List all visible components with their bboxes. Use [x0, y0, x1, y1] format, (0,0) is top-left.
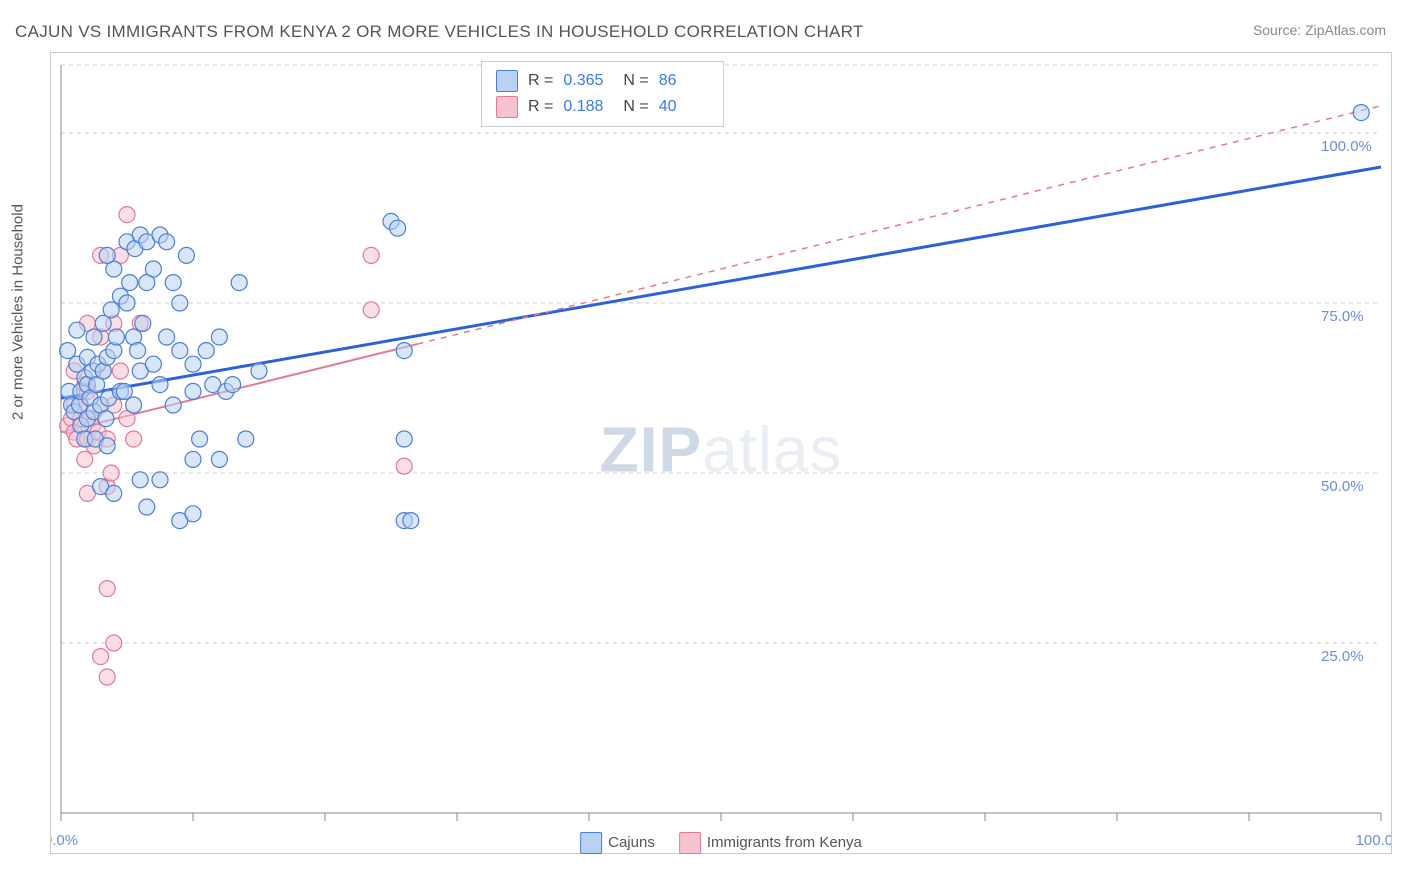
svg-text:100.0%: 100.0%	[1321, 138, 1372, 155]
chart-container: ZIPatlas 25.0%50.0%75.0%100.0%0.0%100.0%…	[50, 52, 1392, 854]
stats-r-label: R =	[528, 98, 553, 116]
stats-row: R = 0.188 N = 40	[496, 94, 709, 120]
stats-n-label: N =	[623, 72, 648, 90]
y-axis-label: 2 or more Vehicles in Household	[10, 204, 27, 420]
svg-text:75.0%: 75.0%	[1321, 308, 1364, 325]
svg-text:25.0%: 25.0%	[1321, 648, 1364, 665]
stats-n-value: 40	[659, 98, 709, 116]
source-name: ZipAtlas.com	[1305, 22, 1386, 38]
svg-text:0.0%: 0.0%	[51, 832, 78, 849]
chart-title: CAJUN VS IMMIGRANTS FROM KENYA 2 OR MORE…	[15, 22, 864, 42]
legend-swatch	[679, 832, 701, 854]
svg-text:50.0%: 50.0%	[1321, 478, 1364, 495]
legend-label: Immigrants from Kenya	[707, 834, 862, 851]
legend-label: Cajuns	[608, 834, 655, 851]
stats-row: R = 0.365 N = 86	[496, 68, 709, 94]
stats-n-value: 86	[659, 72, 709, 90]
series-legend: Cajuns Immigrants from Kenya	[580, 832, 862, 854]
stats-n-label: N =	[623, 98, 648, 116]
legend-item: Immigrants from Kenya	[679, 832, 862, 854]
legend-item: Cajuns	[580, 832, 655, 854]
stats-swatch	[496, 70, 518, 92]
stats-r-value: 0.365	[563, 72, 613, 90]
scatter-chart: 25.0% 50.0% 75.0% 100.0% 0.0% 100.0%	[51, 53, 1391, 853]
svg-text:100.0%: 100.0%	[1356, 832, 1391, 849]
stats-swatch	[496, 96, 518, 118]
stats-r-label: R =	[528, 72, 553, 90]
source-label: Source: ZipAtlas.com	[1253, 22, 1386, 38]
legend-swatch	[580, 832, 602, 854]
stats-r-value: 0.188	[563, 98, 613, 116]
stats-legend: R = 0.365 N = 86 R = 0.188 N = 40	[481, 61, 724, 127]
source-prefix: Source:	[1253, 22, 1301, 38]
